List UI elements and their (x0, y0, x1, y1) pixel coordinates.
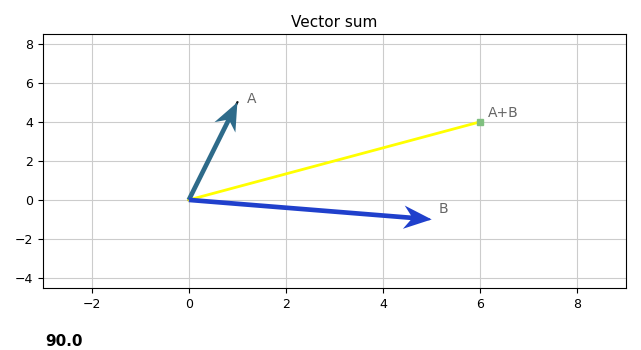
Text: B: B (439, 202, 449, 216)
Title: Vector sum: Vector sum (292, 15, 378, 30)
Text: A: A (247, 92, 256, 106)
Text: 90.0: 90.0 (45, 335, 83, 350)
Text: A+B: A+B (488, 106, 519, 120)
